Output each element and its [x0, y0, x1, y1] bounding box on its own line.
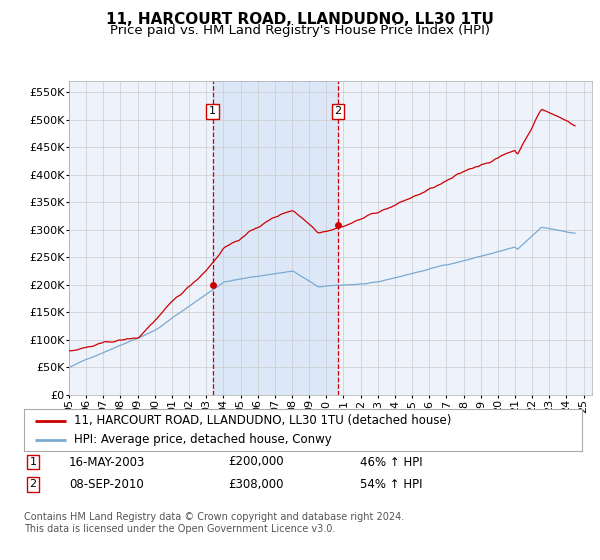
Text: 1: 1 [29, 457, 37, 467]
Text: 2: 2 [335, 106, 342, 116]
Text: £200,000: £200,000 [228, 455, 284, 469]
Text: Contains HM Land Registry data © Crown copyright and database right 2024.
This d: Contains HM Land Registry data © Crown c… [24, 512, 404, 534]
Text: 11, HARCOURT ROAD, LLANDUDNO, LL30 1TU: 11, HARCOURT ROAD, LLANDUDNO, LL30 1TU [106, 12, 494, 27]
Text: Price paid vs. HM Land Registry's House Price Index (HPI): Price paid vs. HM Land Registry's House … [110, 24, 490, 37]
Text: 11, HARCOURT ROAD, LLANDUDNO, LL30 1TU (detached house): 11, HARCOURT ROAD, LLANDUDNO, LL30 1TU (… [74, 414, 452, 427]
Text: 08-SEP-2010: 08-SEP-2010 [69, 478, 144, 491]
Text: 46% ↑ HPI: 46% ↑ HPI [360, 455, 422, 469]
Text: HPI: Average price, detached house, Conwy: HPI: Average price, detached house, Conw… [74, 433, 332, 446]
Text: 16-MAY-2003: 16-MAY-2003 [69, 455, 145, 469]
Text: 2: 2 [29, 479, 37, 489]
Bar [212, 81, 338, 395]
Text: £308,000: £308,000 [228, 478, 284, 491]
Text: 54% ↑ HPI: 54% ↑ HPI [360, 478, 422, 491]
Text: 1: 1 [209, 106, 216, 116]
